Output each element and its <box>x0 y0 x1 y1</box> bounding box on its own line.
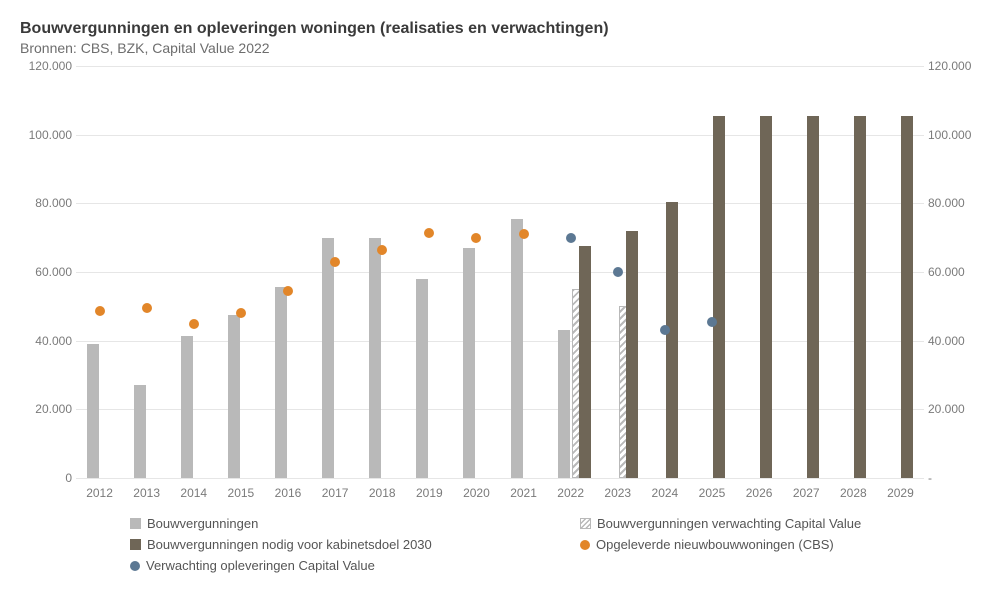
x-axis-label: 2022 <box>557 486 584 500</box>
y-axis-label-right: 80.000 <box>928 196 978 210</box>
x-axis-label: 2018 <box>369 486 396 500</box>
bar <box>760 116 772 478</box>
data-point <box>707 317 717 327</box>
bar <box>87 344 99 478</box>
gridline <box>76 135 924 136</box>
y-axis-label-right: 20.000 <box>928 402 978 416</box>
legend: Bouwvergunningen Bouwvergunningen verwac… <box>20 516 980 573</box>
legend-item-bouwvergunningen-verwachting: Bouwvergunningen verwachting Capital Val… <box>580 516 1000 531</box>
gridline <box>76 341 924 342</box>
legend-swatch-dot-blue <box>130 561 140 571</box>
bar <box>275 287 287 478</box>
x-axis-label: 2020 <box>463 486 490 500</box>
y-axis-label-left: 80.000 <box>24 196 72 210</box>
chart-subtitle: Bronnen: CBS, BZK, Capital Value 2022 <box>20 40 980 56</box>
legend-item-opgeleverde-cbs: Opgeleverde nieuwbouwwoningen (CBS) <box>580 537 1000 552</box>
legend-swatch-hatch <box>580 518 591 529</box>
bar <box>626 231 638 478</box>
bar <box>713 116 725 478</box>
x-axis-label: 2013 <box>133 486 160 500</box>
chart-title: Bouwvergunningen en opleveringen woninge… <box>20 20 980 38</box>
gridline <box>76 272 924 273</box>
x-axis-label: 2015 <box>228 486 255 500</box>
x-axis-label: 2024 <box>652 486 679 500</box>
bar <box>666 202 678 478</box>
y-axis-label-left: 60.000 <box>24 265 72 279</box>
data-point <box>377 245 387 255</box>
data-point <box>330 257 340 267</box>
y-axis-label-right: - <box>928 471 978 485</box>
legend-label: Bouwvergunningen nodig voor kabinetsdoel… <box>147 537 432 552</box>
bar <box>807 116 819 478</box>
x-axis-label: 2017 <box>322 486 349 500</box>
data-point <box>189 319 199 329</box>
legend-label: Bouwvergunningen verwachting Capital Val… <box>597 516 861 531</box>
y-axis-label-left: 20.000 <box>24 402 72 416</box>
gridline <box>76 478 924 479</box>
data-point <box>471 233 481 243</box>
y-axis-label-left: 40.000 <box>24 334 72 348</box>
y-axis-label-right: 120.000 <box>928 59 978 73</box>
gridline <box>76 66 924 67</box>
x-axis-label: 2026 <box>746 486 773 500</box>
data-point <box>660 325 670 335</box>
x-axis-label: 2014 <box>180 486 207 500</box>
legend-label: Bouwvergunningen <box>147 516 258 531</box>
data-point <box>424 228 434 238</box>
data-point <box>613 267 623 277</box>
bar <box>463 248 475 478</box>
plot-area: 0-20.00020.00040.00040.00060.00060.00080… <box>76 66 924 478</box>
bar <box>558 330 570 478</box>
x-axis-label: 2016 <box>275 486 302 500</box>
bar <box>181 336 193 478</box>
gridline <box>76 409 924 410</box>
legend-item-verwachting-opleveringen: Verwachting opleveringen Capital Value <box>130 558 570 573</box>
x-axis-label: 2012 <box>86 486 113 500</box>
x-axis-label: 2025 <box>699 486 726 500</box>
bar <box>134 385 146 478</box>
bar <box>579 246 591 478</box>
data-point <box>283 286 293 296</box>
data-point <box>236 308 246 318</box>
legend-item-bouwvergunningen: Bouwvergunningen <box>130 516 570 531</box>
y-axis-label-left: 0 <box>24 471 72 485</box>
y-axis-label-right: 100.000 <box>928 128 978 142</box>
data-point <box>566 233 576 243</box>
legend-swatch-dark <box>130 539 141 550</box>
y-axis-label-left: 100.000 <box>24 128 72 142</box>
bar <box>369 238 381 478</box>
legend-item-bouwvergunningen-nodig: Bouwvergunningen nodig voor kabinetsdoel… <box>130 537 570 552</box>
bar <box>854 116 866 478</box>
chart-container: Bouwvergunningen en opleveringen woninge… <box>0 0 1000 602</box>
bar <box>322 238 334 478</box>
y-axis-label-left: 120.000 <box>24 59 72 73</box>
x-axis-label: 2021 <box>510 486 537 500</box>
legend-swatch-gray <box>130 518 141 529</box>
y-axis-label-right: 60.000 <box>928 265 978 279</box>
data-point <box>142 303 152 313</box>
chart-area: 0 - 20.000 20.000 40.000 40.000 60.000 60.000 80… <box>20 66 980 506</box>
bar <box>228 315 240 478</box>
bar <box>511 219 523 478</box>
gridline <box>76 203 924 204</box>
legend-swatch-dot-orange <box>580 540 590 550</box>
x-axis-label: 2027 <box>793 486 820 500</box>
bar <box>416 279 428 478</box>
x-axis-label: 2029 <box>887 486 914 500</box>
legend-label: Verwachting opleveringen Capital Value <box>146 558 375 573</box>
x-axis-label: 2028 <box>840 486 867 500</box>
bar <box>901 116 913 478</box>
x-axis-label: 2023 <box>604 486 631 500</box>
legend-label: Opgeleverde nieuwbouwwoningen (CBS) <box>596 537 834 552</box>
x-axis-label: 2019 <box>416 486 443 500</box>
data-point <box>95 306 105 316</box>
y-axis-label-right: 40.000 <box>928 334 978 348</box>
data-point <box>519 229 529 239</box>
